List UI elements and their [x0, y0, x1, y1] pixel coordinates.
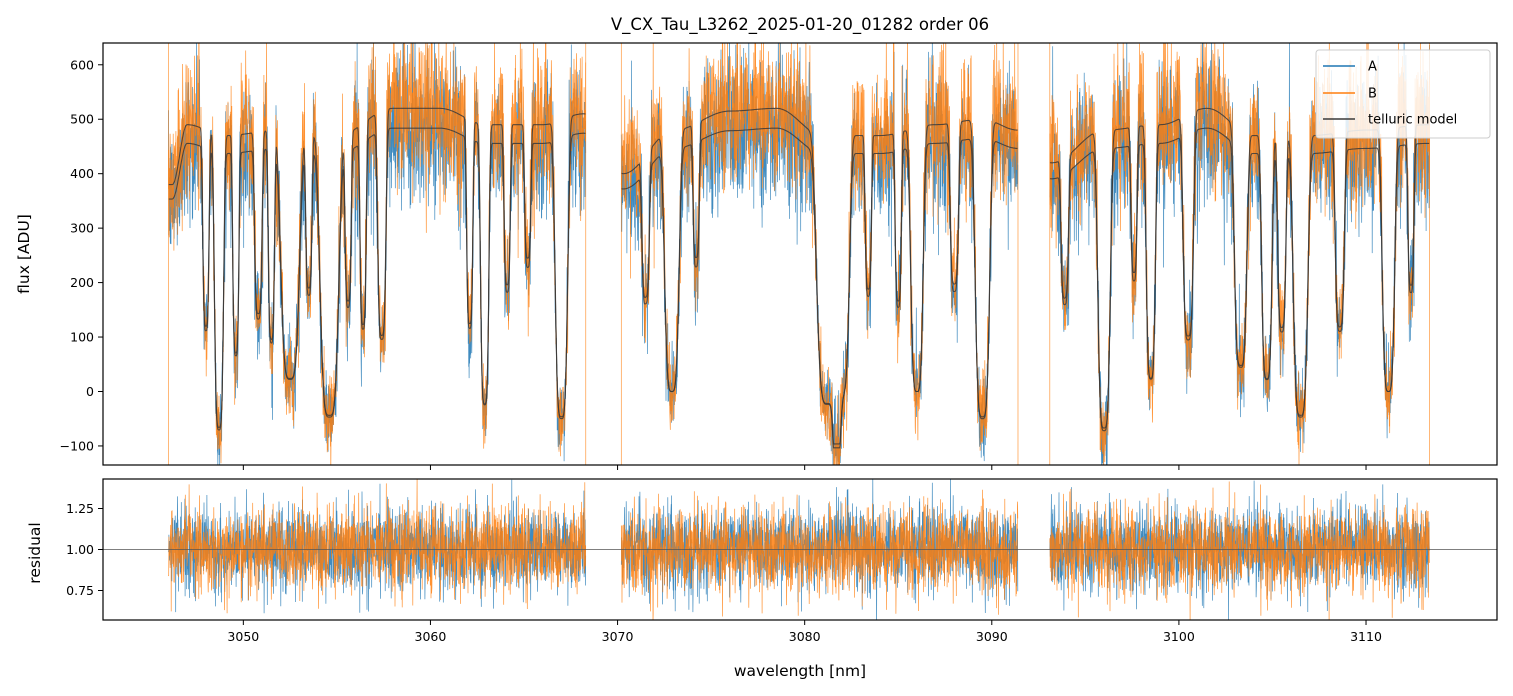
- residual-y-tick-label: 1.25: [66, 501, 94, 516]
- residual-y-ticks: 0.75 1.00 1.25: [66, 501, 103, 598]
- legend: A B telluric model: [1315, 49, 1491, 139]
- flux-panel: −100 0 100 200 300 400 500 600 flux [ADU] A B t…: [15, 42, 1498, 470]
- flux-series-layer: [168, 43, 1430, 465]
- x-axis-label: wavelength [nm]: [734, 662, 866, 680]
- residual-x-tick-label: 3110: [1350, 629, 1382, 644]
- flux-x-ticks: [242, 465, 1367, 470]
- residual-panel: 0.75 1.00 1.25 3050 3060 3070 3080 3090 3100 311…: [26, 478, 1498, 680]
- flux-y-axis-label: flux [ADU]: [15, 214, 33, 294]
- legend-label-telluric-model: telluric model: [1368, 113, 1457, 128]
- flux-y-tick-label: 0: [86, 384, 94, 399]
- residual-x-tick-label: 3060: [415, 629, 447, 644]
- flux-panel-frame: [102, 42, 1498, 466]
- legend-label-a: A: [1368, 60, 1377, 75]
- flux-y-tick-label: 200: [70, 275, 94, 290]
- flux-y-ticks: −100 0 100 200 300 400 500 600: [60, 57, 103, 453]
- legend-label-b: B: [1368, 87, 1377, 102]
- residual-x-tick-label: 3100: [1163, 629, 1195, 644]
- residual-y-axis-label: residual: [26, 522, 44, 583]
- flux-y-tick-label: 100: [70, 330, 94, 345]
- residual-series-layer: [168, 479, 1430, 620]
- residual-x-ticks: 3050 3060 3070 3080 3090 3100 3110: [227, 620, 1382, 644]
- residual-x-tick-label: 3070: [602, 629, 634, 644]
- residual-x-tick-label: 3050: [227, 629, 259, 644]
- legend-frame: [1315, 49, 1491, 139]
- flux-y-tick-label: 400: [70, 166, 94, 181]
- residual-y-tick-label: 0.75: [66, 583, 94, 598]
- flux-y-tick-label: 300: [70, 221, 94, 236]
- residual-y-tick-label: 1.00: [66, 542, 94, 557]
- residual-x-tick-label: 3090: [976, 629, 1008, 644]
- flux-y-tick-label: 500: [70, 112, 94, 127]
- flux-y-tick-label: −100: [60, 438, 94, 453]
- flux-y-tick-label: 600: [70, 57, 94, 72]
- residual-x-tick-label: 3080: [789, 629, 821, 644]
- chart-title: V_CX_Tau_L3262_2025-01-20_01282 order 06: [611, 15, 989, 35]
